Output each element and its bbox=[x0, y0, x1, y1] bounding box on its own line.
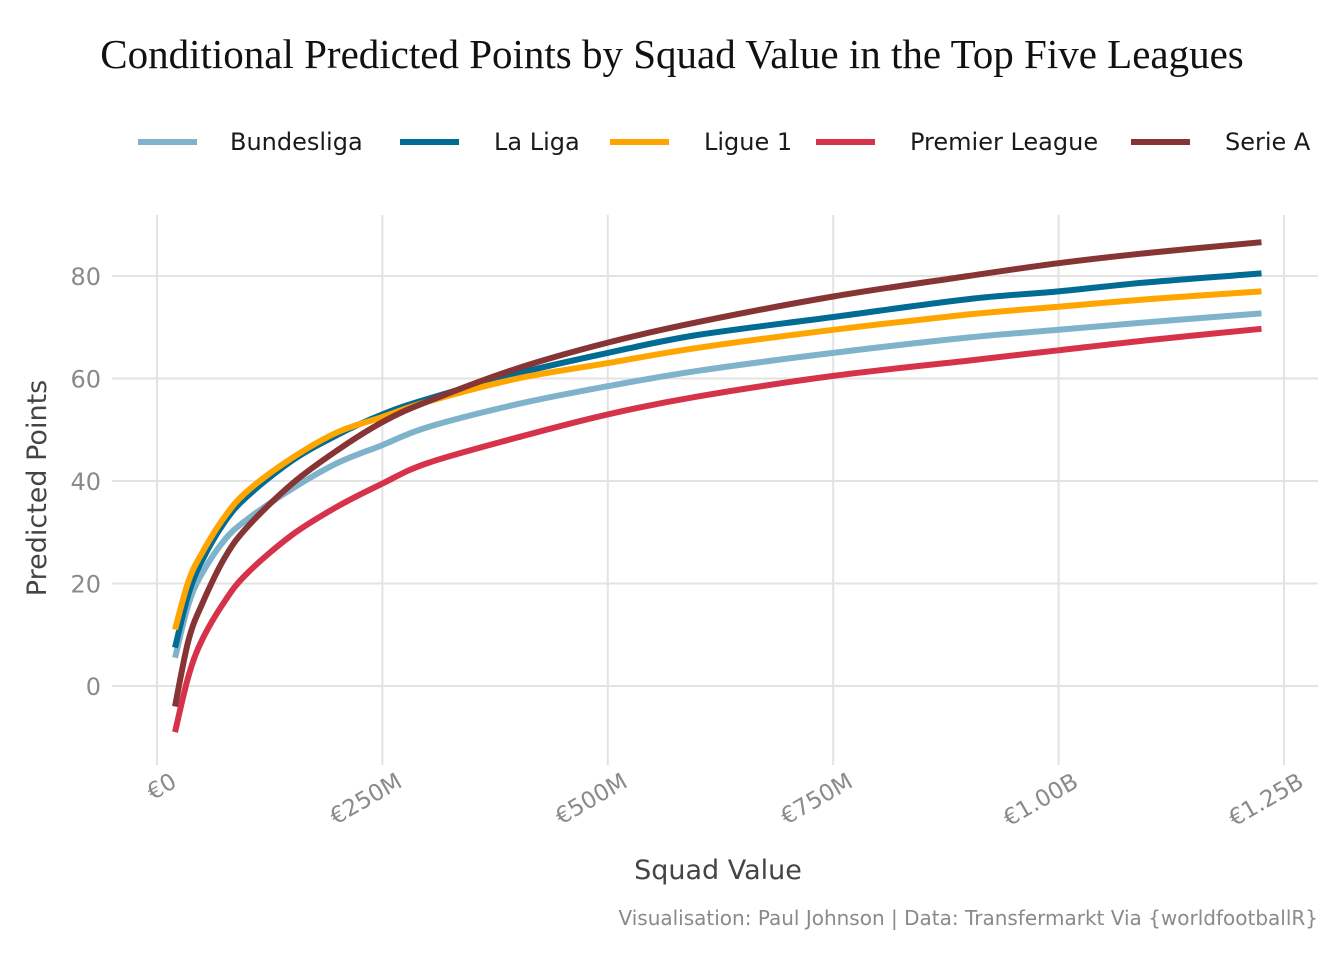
series-line-bundesliga bbox=[172, 310, 1262, 659]
x-tick-label: €250M bbox=[326, 769, 407, 831]
grid-lines bbox=[112, 215, 1318, 765]
series-lines bbox=[172, 239, 1262, 733]
y-axis-title: Predicted Points bbox=[22, 380, 53, 596]
x-tick-label: €500M bbox=[551, 769, 632, 831]
legend-label-bundesliga: Bundesliga bbox=[230, 128, 363, 156]
x-tick-label: €0 bbox=[143, 769, 181, 806]
chart-title: Conditional Predicted Points by Squad Va… bbox=[100, 31, 1244, 77]
series-line-serie-a bbox=[172, 239, 1262, 708]
caption: Visualisation: Paul Johnson | Data: Tran… bbox=[618, 906, 1318, 930]
x-tick-label: €750M bbox=[777, 769, 858, 831]
x-tick-label: €1.00B bbox=[999, 769, 1083, 832]
series-line-premier-league bbox=[172, 325, 1262, 733]
legend-label-la-liga: La Liga bbox=[494, 128, 580, 156]
y-tick-label: 80 bbox=[70, 263, 101, 291]
legend: Bundesliga La Liga Ligue 1 Premier League Se… bbox=[138, 128, 1311, 156]
legend-label-serie-a: Serie A bbox=[1225, 128, 1311, 156]
y-tick-label: 40 bbox=[70, 468, 101, 496]
legend-label-ligue-1: Ligue 1 bbox=[704, 128, 792, 156]
legend-label-premier-league: Premier League bbox=[910, 128, 1098, 156]
y-axis-ticks: 0 20 40 60 80 bbox=[70, 263, 101, 701]
y-tick-label: 0 bbox=[86, 673, 101, 701]
x-axis-title: Squad Value bbox=[634, 855, 802, 886]
x-axis-ticks: €0 €250M €500M €750M €1.00B €1.25B bbox=[143, 769, 1308, 832]
y-tick-label: 20 bbox=[70, 571, 101, 599]
x-tick-label: €1.25B bbox=[1225, 769, 1309, 832]
series-line-ligue-1 bbox=[172, 288, 1262, 631]
y-tick-label: 60 bbox=[70, 366, 101, 394]
